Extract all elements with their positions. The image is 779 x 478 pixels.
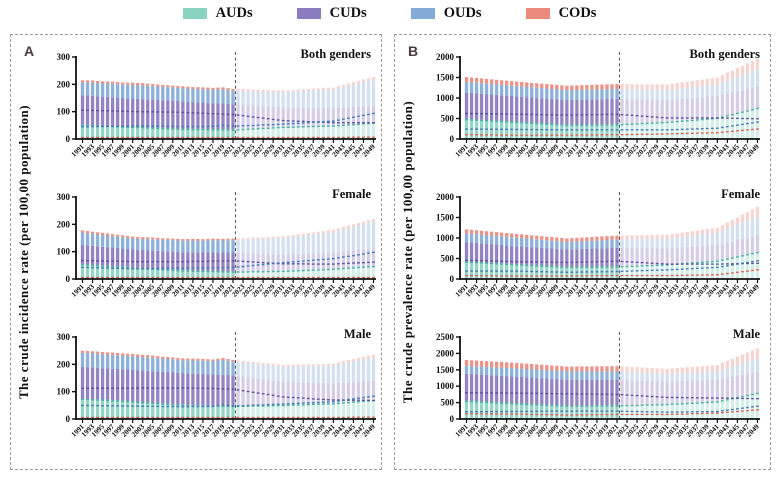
legend-label-ouds: OUDs <box>443 5 482 21</box>
chart-incidence-male: 0100200300199119931995199719992001200320… <box>57 332 377 439</box>
ouds-swatch-icon <box>410 8 435 19</box>
svg-text:0: 0 <box>450 414 455 424</box>
subplot-title-a-both: Both genders <box>300 47 372 61</box>
panel-a-letter: A <box>24 43 35 59</box>
legend-item-cods: CODs <box>525 5 597 22</box>
subplot-title-a-female: Female <box>332 187 371 201</box>
panel-a-y-axis-label: The crude incidence rate (per 100,00 pop… <box>15 104 31 400</box>
svg-text:0: 0 <box>66 274 71 284</box>
svg-text:500: 500 <box>441 114 455 124</box>
subplot-title-b-female: Female <box>721 187 760 201</box>
subplot-b-male: 0 500 1000 1500 2000 2500 1991 1993 1995 1997 1999… <box>420 327 768 467</box>
svg-text:1000: 1000 <box>436 233 455 243</box>
chart-incidence-both-genders: 0100200300199119931995199719992001200320… <box>57 52 377 159</box>
svg-text:1500: 1500 <box>436 213 455 223</box>
legend-label-cods: CODs <box>558 5 597 21</box>
subplot-b-both-genders: 0 500 1000 1500 2000 1991 1993 1995 1997 1999 2001… <box>420 47 768 187</box>
legend-item-ouds: OUDs <box>410 5 482 22</box>
panel-a-ylabel-wrap: The crude incidence rate (per 100,00 pop… <box>11 35 36 469</box>
panel-a-charts: 0 100 200 300 1991 1993 1995 1997 1999 2001 2003 20… <box>36 47 379 467</box>
auds-swatch-icon <box>182 8 207 19</box>
legend-item-cuds: CUDs <box>296 5 367 22</box>
chart-prevalence-male: 0500100015002000250019911993199519971999… <box>436 332 761 439</box>
panel-b-ylabel-wrap: The crude prevalence rate (per 100,00 po… <box>395 35 420 469</box>
chart-incidence-female: 0100200300199119931995199719992001200320… <box>57 192 377 299</box>
panel-b-prevalence: B The crude prevalence rate (per 100,00 … <box>394 34 771 470</box>
svg-text:2000: 2000 <box>436 52 455 62</box>
subplot-b-female: 0 500 1000 1500 2000 1991 1993 1995 1997 1999 2001… <box>420 187 768 327</box>
panel-b-charts: 0 500 1000 1500 2000 1991 1993 1995 1997 1999 2001… <box>420 47 768 467</box>
svg-text:0: 0 <box>66 414 71 424</box>
svg-text:200: 200 <box>57 359 71 369</box>
legend-label-cuds: CUDs <box>329 5 367 21</box>
svg-text:100: 100 <box>57 387 71 397</box>
chart-prevalence-both-genders: 0500100015002000199119931995199719992001… <box>436 52 761 159</box>
svg-text:2000: 2000 <box>436 192 455 202</box>
svg-text:1500: 1500 <box>436 365 455 375</box>
svg-text:0: 0 <box>66 134 71 144</box>
svg-text:1000: 1000 <box>436 93 455 103</box>
svg-text:2500: 2500 <box>436 332 455 342</box>
svg-text:300: 300 <box>57 52 71 62</box>
svg-text:100: 100 <box>57 247 71 257</box>
subplot-a-male: 0 100 200 300 1991 1993 1995 1997 1999 2001 2003 20… <box>36 327 379 467</box>
chart-prevalence-female: 0500100015002000199119931995199719992001… <box>436 192 761 299</box>
panel-b-y-axis-label: The crude prevalence rate (per 100,00 po… <box>399 100 415 404</box>
svg-text:100: 100 <box>57 107 71 117</box>
panel-a-incidence: A The crude incidence rate (per 100,00 p… <box>10 34 382 470</box>
subplot-title-b-male: Male <box>732 327 760 341</box>
subplot-title-a-male: Male <box>343 327 371 341</box>
svg-text:200: 200 <box>57 79 71 89</box>
svg-text:1500: 1500 <box>436 73 455 83</box>
svg-text:500: 500 <box>441 398 455 408</box>
svg-text:300: 300 <box>57 192 71 202</box>
svg-text:200: 200 <box>57 219 71 229</box>
cuds-swatch-icon <box>296 8 321 19</box>
svg-text:0: 0 <box>450 134 455 144</box>
svg-text:300: 300 <box>57 332 71 342</box>
panel-b-letter: B <box>408 43 419 59</box>
legend-item-auds: AUDs <box>182 5 253 22</box>
svg-text:2000: 2000 <box>436 348 455 358</box>
cods-swatch-icon <box>525 8 550 19</box>
svg-text:1000: 1000 <box>436 381 455 391</box>
svg-text:0: 0 <box>450 274 455 284</box>
subplot-title-b-both: Both genders <box>689 47 761 61</box>
svg-text:500: 500 <box>441 254 455 264</box>
subplot-a-both-genders: 0 100 200 300 1991 1993 1995 1997 1999 2001 2003 20… <box>36 47 379 187</box>
subplot-a-female: 0 100 200 300 1991 1993 1995 1997 1999 2001 2003 20… <box>36 187 379 327</box>
legend-label-auds: AUDs <box>215 5 253 21</box>
legend: AUDs CUDs OUDs CODs <box>0 5 779 22</box>
